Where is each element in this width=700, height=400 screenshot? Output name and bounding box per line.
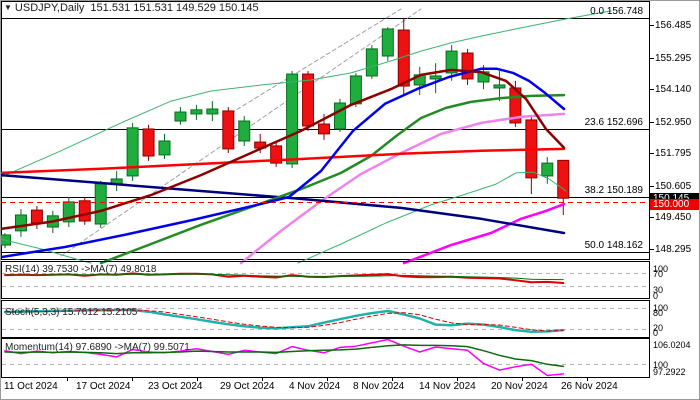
fib-label-23-6[interactable]: 23.6 152.696 [584, 116, 643, 128]
maroon-ma [1, 68, 566, 231]
fib-label-50-0[interactable]: 50.0 148.162 [584, 239, 643, 251]
candle-body [174, 111, 187, 122]
candle-body [270, 145, 283, 164]
price-axis-label: 150.605 [655, 180, 692, 192]
rsi-series-ma [4, 273, 564, 281]
price-axis-label: 156.485 [655, 19, 692, 31]
candle-body [94, 183, 107, 225]
collapse-icon[interactable]: ▼ [4, 3, 12, 12]
candle-body [302, 73, 315, 127]
green-ma [99, 93, 566, 265]
candle-body [206, 108, 219, 115]
rsi-panel-border [1, 261, 650, 299]
blue-ma [1, 67, 566, 259]
red-ma [1, 147, 566, 175]
candle-body [190, 109, 203, 115]
price-axis-label: 152.950 [655, 116, 692, 128]
rsi-scale-label: 0 [653, 291, 659, 301]
stoch-scale-label: 0 [653, 328, 659, 338]
momentum-scale-label: 97.2922 [653, 367, 686, 377]
fib-label-0[interactable]: 0.0 156.748 [590, 5, 643, 17]
stoch-scale-label: 80 [653, 308, 664, 318]
stoch-series-d [4, 309, 564, 332]
price-axis-label: 154.140 [655, 83, 692, 95]
date-axis-label: 26 Nov 2024 [561, 381, 618, 392]
candle-body [365, 48, 378, 77]
momentum-indicator-label: Momentum(14) 97.6890 ->MA(7) 99.5071 [5, 342, 190, 353]
date-axis-label: 4 Nov 2024 [289, 381, 341, 392]
main-panel-border [1, 1, 650, 260]
candle-body [30, 209, 43, 224]
stoch-scale-label: 20 [653, 323, 664, 333]
channel-line-b [230, 8, 402, 114]
price-axis-label: 155.295 [655, 52, 692, 64]
date-axis-label: 8 Nov 2024 [353, 381, 405, 392]
band-upper [1, 10, 612, 178]
candle-body [142, 128, 155, 157]
current-price-marker: 150.145 [650, 193, 699, 204]
date-axis-label: 11 Oct 2024 [4, 381, 58, 392]
candle-body [461, 52, 474, 80]
candle-body [62, 201, 75, 223]
stoch-indicator-label: Stoch(5,3,3) 15.7612 15.2105 [5, 307, 138, 318]
navy-ma [1, 173, 566, 235]
candle-body [158, 140, 171, 156]
candle-body [238, 120, 251, 142]
date-axis-label: 29 Oct 2024 [220, 381, 275, 392]
candle-body [126, 127, 139, 177]
candle-body [222, 110, 235, 150]
rsi-indicator-label: RSI(14) 39.7530 ->MA(7) 49.8018 [5, 264, 157, 275]
momentum-series-ma [4, 344, 565, 368]
candle-body [286, 73, 299, 165]
price-axis-label: 148.295 [655, 243, 692, 255]
candle-body [445, 50, 458, 74]
price-axis-label: 151.795 [655, 147, 692, 159]
symbol-period-label: USDJPY,Daily [14, 2, 85, 14]
rsi-scale-label: 30 [653, 285, 664, 295]
band-lower-b [297, 171, 567, 264]
candle-body [429, 75, 442, 80]
date-axis-label: 20 Nov 2024 [491, 381, 548, 392]
candle-body [333, 102, 346, 130]
candle-body [14, 214, 27, 232]
date-axis-label: 23 Oct 2024 [148, 381, 203, 392]
date-axis-label: 17 Oct 2024 [76, 381, 131, 392]
fib-label-38-2[interactable]: 38.2 150.189 [584, 184, 643, 196]
stoch-scale-label: 100 [653, 303, 669, 313]
price-alert-line-marker[interactable]: 150.000 [650, 199, 699, 210]
candle-body [557, 159, 570, 199]
candle-body [493, 84, 506, 89]
date-axis-label: 14 Nov 2024 [419, 381, 476, 392]
magenta-ma [402, 202, 566, 265]
candle-body [78, 200, 91, 222]
price-axis-label: 149.450 [655, 211, 692, 223]
candle-body [541, 162, 554, 177]
ohlc-values: 151.531 151.531 149.529 150.145 [90, 2, 259, 14]
candle-body [381, 28, 394, 57]
momentum-scale-label: 100 [653, 360, 669, 370]
stoch-panel-border [1, 300, 650, 338]
candle-body [318, 123, 330, 135]
chart-title: ▼ USDJPY,Daily 151.531 151.531 149.529 150… [4, 2, 259, 14]
rsi-scale-label: 100 [653, 264, 669, 274]
rsi-scale-label: 70 [653, 269, 664, 279]
momentum-panel-border [1, 338, 650, 378]
momentum-scale-label: 106.0204 [653, 340, 691, 350]
momentum-series-momentum [4, 338, 565, 377]
candle-body [349, 75, 362, 105]
